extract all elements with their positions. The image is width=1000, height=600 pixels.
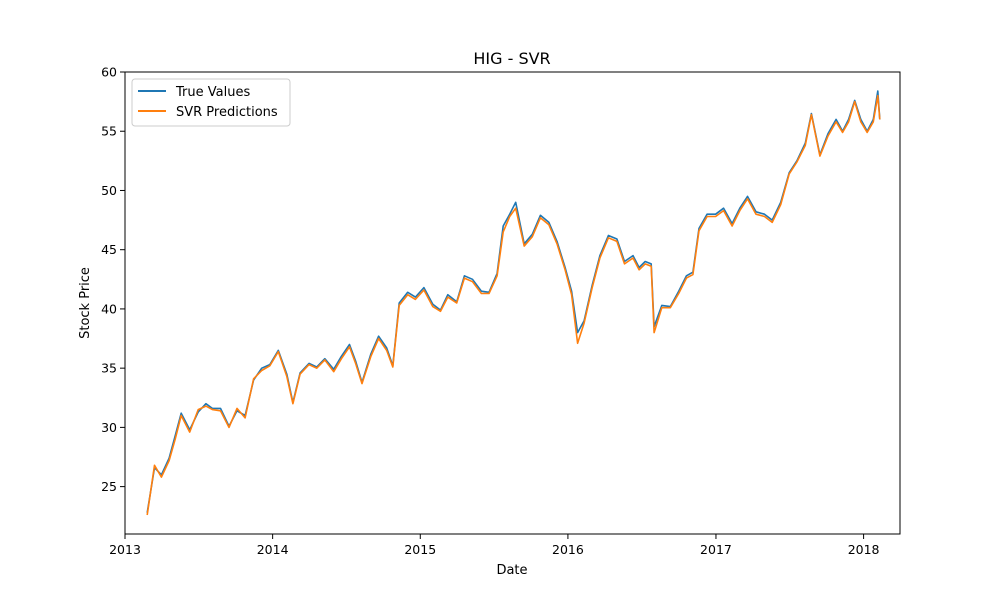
- y-tick-label: 30: [101, 420, 117, 435]
- legend-box: [131, 78, 291, 127]
- x-tick-label: 2015: [404, 542, 436, 557]
- x-axis-label: Date: [496, 563, 527, 578]
- x-tick-label: 2016: [552, 542, 584, 557]
- x-axis: 2013 2014 2015 2016 2017 2018: [109, 534, 880, 557]
- legend-label-svr-predictions: SVR Predictions: [176, 105, 278, 120]
- y-tick-label: 55: [101, 124, 117, 139]
- y-axis: 25 30 35 40 45 50 55 60: [101, 65, 125, 494]
- y-tick-label: 40: [101, 301, 117, 316]
- y-axis-label: Stock Price: [78, 267, 93, 339]
- y-tick-label: 35: [101, 361, 117, 376]
- chart-title: HIG - SVR: [473, 49, 550, 68]
- plot-area: [146, 90, 881, 516]
- x-tick-label: 2013: [109, 542, 141, 557]
- y-tick-label: 45: [101, 242, 117, 257]
- x-tick-label: 2014: [257, 542, 289, 557]
- x-tick-label: 2017: [700, 542, 732, 557]
- y-tick-label: 25: [101, 479, 117, 494]
- x-tick-label: 2018: [848, 542, 880, 557]
- axes-frame: [124, 71, 901, 535]
- legend-label-true-values: True Values: [175, 85, 250, 100]
- series-line-svr-predictions: [146, 94, 881, 516]
- y-tick-label: 50: [101, 183, 117, 198]
- y-tick-label: 60: [101, 65, 117, 80]
- legend: True Values SVR Predictions: [131, 78, 291, 127]
